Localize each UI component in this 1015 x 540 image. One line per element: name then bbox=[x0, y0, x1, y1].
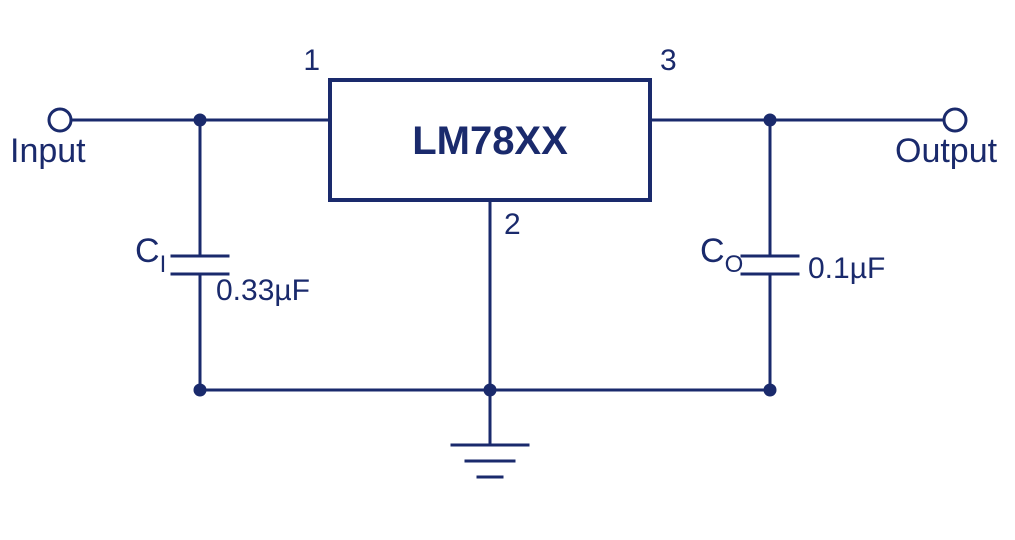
output-label: Output bbox=[895, 132, 998, 170]
cap-co-name: CO bbox=[700, 232, 743, 278]
node-n_out_gnd bbox=[764, 384, 776, 396]
cap-ci-name: CI bbox=[135, 232, 166, 278]
node-n_out_top bbox=[764, 114, 776, 126]
ic-label: LM78XX bbox=[412, 119, 568, 163]
node-n_in_gnd bbox=[194, 384, 206, 396]
input-label: Input bbox=[10, 132, 86, 170]
cap-ci-value: 0.33µF bbox=[216, 274, 310, 307]
pin-number-1: 1 bbox=[303, 44, 320, 77]
node-n_mid_gnd bbox=[484, 384, 496, 396]
input-terminal bbox=[49, 109, 71, 131]
pin-number-2: 2 bbox=[504, 208, 521, 241]
output-terminal bbox=[944, 109, 966, 131]
pin-number-3: 3 bbox=[660, 44, 677, 77]
node-n_in_top bbox=[194, 114, 206, 126]
cap-co-value: 0.1µF bbox=[808, 252, 885, 285]
